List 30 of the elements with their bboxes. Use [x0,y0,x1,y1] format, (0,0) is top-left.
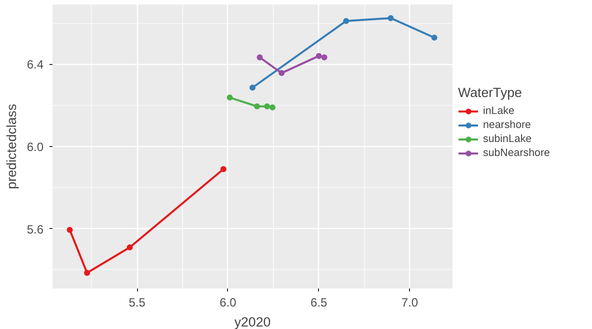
point [254,103,260,110]
x-tick-label: 7.0 [401,296,418,310]
point [66,226,73,233]
point [343,18,350,24]
point [250,84,256,91]
legend-label: nearshore [483,119,531,131]
point [84,270,90,276]
legend-label: subNearshore [483,147,550,159]
y-tick-label: 6.0 [26,140,44,154]
point [264,103,270,110]
point [388,15,394,22]
point [270,104,276,110]
legend-title: WaterType [458,85,523,100]
point [256,54,263,60]
legend-label: inLake [483,105,514,117]
point [220,166,226,172]
legend-label: subinLake [483,133,532,145]
x-tick-label: 6.0 [220,296,237,310]
point [226,94,233,101]
x-axis-title: y2020 [234,314,271,329]
y-tick-label: 5.6 [26,222,44,236]
x-tick-label: 6.5 [310,296,328,310]
point [321,54,328,60]
y-tick-label: 6.4 [26,58,44,72]
point [278,70,285,76]
point [316,52,322,59]
x-tick-label: 5.5 [128,296,146,310]
point [126,244,133,250]
point [431,34,438,41]
y-axis-title: predictedclass [4,104,19,190]
